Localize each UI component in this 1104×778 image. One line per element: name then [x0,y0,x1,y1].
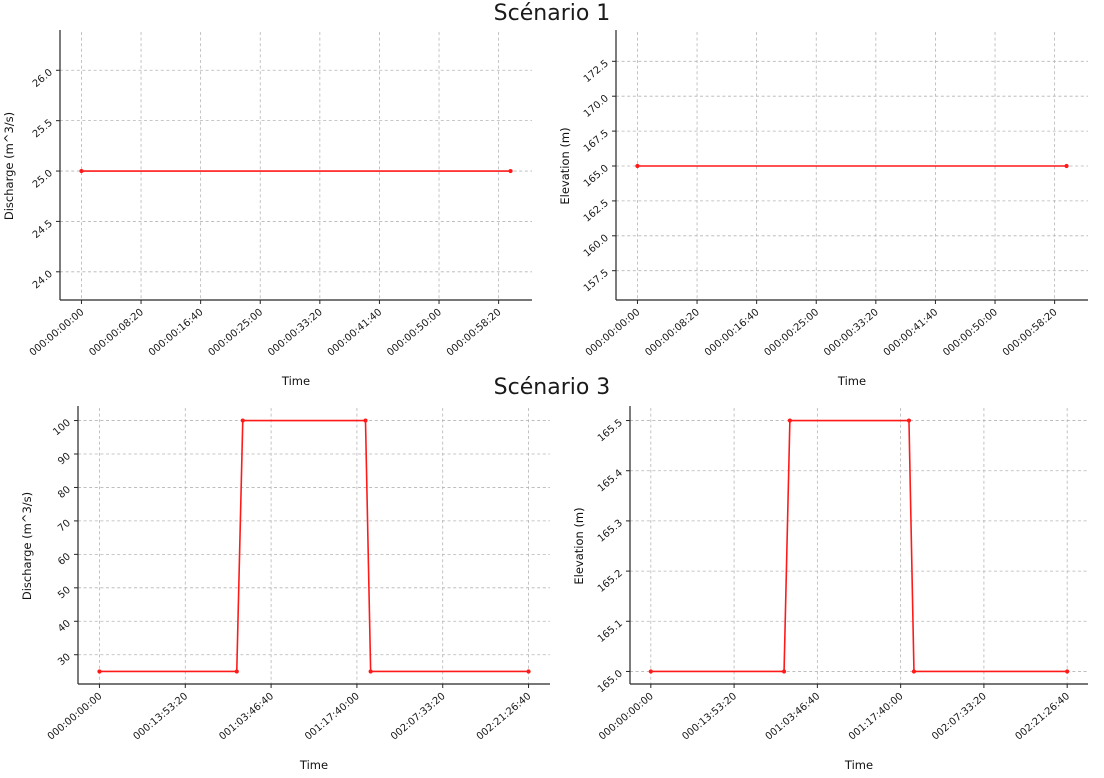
y-tick-label: 167.5 [582,128,611,155]
scenario-3-title: Scénario 3 [493,375,611,400]
x-tick-label: 000:13:53:20 [132,691,191,743]
y-tick-label: 165.0 [596,668,625,695]
data-point [635,163,640,169]
data-point [368,669,373,674]
y-axis-label: Elevation (m) [558,127,572,204]
tick-labels: 000:00:00:00 000:13:53:20 001:03:46:40 001:… [596,417,1072,742]
x-tick-label: 000:00:50:00 [385,307,444,359]
y-tick-label: 165.0 [582,163,611,190]
x-axis-label: Time [837,374,866,388]
y-tick-label: 170.0 [582,93,611,120]
grid [78,408,550,684]
x-tick-label: 000:00:16:40 [147,307,206,359]
y-tick-label: 30 [56,652,73,669]
data-point [648,669,653,674]
x-tick-label: 000:00:41:40 [326,307,385,359]
chart-scenario1-elevation: 000:00:00:00 000:00:08:20 000:00:16:40 000:… [556,24,1104,394]
x-axis-label: Time [844,758,873,772]
grid [630,408,1088,684]
tick-labels: 000:00:00:00 000:13:53:20 001:03:46:40 001:… [46,417,534,742]
y-tick-label: 50 [56,585,73,602]
tick-labels: 000:00:00:00 000:00:08:20 000:00:16:40 000:… [582,58,1060,358]
x-tick-label: 000:00:08:20 [643,307,702,359]
scenario-1-title: Scénario 1 [493,1,611,26]
data-point [781,669,787,674]
y-tick-label: 160.0 [582,233,611,260]
data-point [363,418,368,423]
y-tick-label: 100 [51,417,73,438]
data-point [97,669,102,674]
y-tick-label: 90 [56,451,73,468]
data-point [526,669,531,674]
scenario3-discharge-plot: 000:00:00:00 000:13:53:20 001:03:46:40 001:… [20,406,550,772]
x-tick-label: 000:00:41:40 [882,307,941,359]
x-tick-label: 001:03:46:40 [764,691,823,743]
y-tick-label: 162.5 [582,198,611,225]
chart-scenario3-discharge: 000:00:00:00 000:13:53:20 001:03:46:40 001:… [18,400,566,778]
x-tick-label: 000:00:25:00 [206,307,265,359]
x-tick-label: 000:00:00:00 [46,691,105,743]
x-tick-label: 000:00:08:20 [87,307,146,359]
x-tick-label: 000:00:00:00 [584,307,643,359]
y-tick-label: 157.5 [582,268,611,295]
x-tick-label: 001:17:40:00 [847,691,906,743]
x-tick-label: 001:03:46:40 [217,691,276,743]
y-axis-label: Discharge (m^3/s) [20,492,34,600]
x-tick-label: 000:00:33:20 [822,307,881,359]
x-tick-label: 000:00:58:20 [445,307,504,359]
x-tick-label: 000:00:58:20 [1001,307,1060,359]
chart-scenario1-discharge: 000:00:00:00 000:00:08:20 000:00:16:40 000:… [0,24,548,394]
tick-labels: 000:00:00:00 000:00:08:20 000:00:16:40 000:… [28,67,504,358]
data-point [906,418,912,423]
y-tick-label: 60 [56,551,73,568]
y-tick-label: 26.0 [31,67,55,90]
y-tick-label: 24.5 [31,218,55,241]
x-axis-label: Time [299,758,328,772]
y-axis-label: Elevation (m) [572,507,586,584]
x-tick-label: 002:21:26:40 [1013,691,1072,743]
data-point [240,418,245,423]
x-tick-label: 001:17:40:00 [303,691,362,743]
x-tick-label: 000:00:00:00 [28,307,87,359]
y-tick-label: 165.4 [596,468,625,495]
y-tick-label: 165.3 [596,518,625,545]
x-tick-label: 000:00:33:20 [266,307,325,359]
y-tick-label: 80 [56,484,73,501]
y-tick-label: 165.1 [596,618,625,645]
series-line-elevation [650,419,1068,673]
data-point [911,669,917,674]
x-axis-label: Time [281,374,310,388]
scenario1-discharge-plot: 000:00:00:00 000:00:08:20 000:00:16:40 000:… [2,30,532,388]
y-tick-label: 165.2 [596,568,625,595]
x-tick-label: 002:07:33:20 [389,691,448,743]
scenario3-elevation-plot: 000:00:00:00 000:13:53:20 001:03:46:40 001:… [572,406,1088,772]
x-tick-label: 002:07:33:20 [930,691,989,743]
x-tick-label: 002:21:26:40 [475,691,534,743]
y-axis-label: Discharge (m^3/s) [2,112,16,220]
x-tick-label: 000:00:16:40 [703,307,762,359]
x-tick-label: 000:00:00:00 [597,691,656,743]
x-tick-label: 000:00:25:00 [762,307,821,359]
y-tick-label: 172.5 [582,58,611,85]
data-point [234,669,239,674]
x-tick-label: 000:00:50:00 [941,307,1000,359]
data-point [79,168,84,174]
y-tick-label: 24.0 [31,269,55,292]
data-point [787,418,792,423]
x-tick-label: 000:13:53:20 [680,691,739,743]
scenario1-elevation-plot: 000:00:00:00 000:00:08:20 000:00:16:40 000:… [558,30,1088,388]
data-point [508,168,513,174]
y-tick-label: 40 [56,618,73,635]
grid [60,32,532,300]
data-point [1065,669,1070,674]
y-tick-label: 25.0 [31,168,55,191]
data-point [1064,163,1069,169]
series-line-discharge [99,419,529,673]
y-tick-label: 165.5 [596,417,625,444]
y-tick-label: 70 [56,518,73,535]
y-tick-label: 25.5 [31,118,55,141]
chart-scenario3-elevation: 000:00:00:00 000:13:53:20 001:03:46:40 001:… [570,400,1104,778]
